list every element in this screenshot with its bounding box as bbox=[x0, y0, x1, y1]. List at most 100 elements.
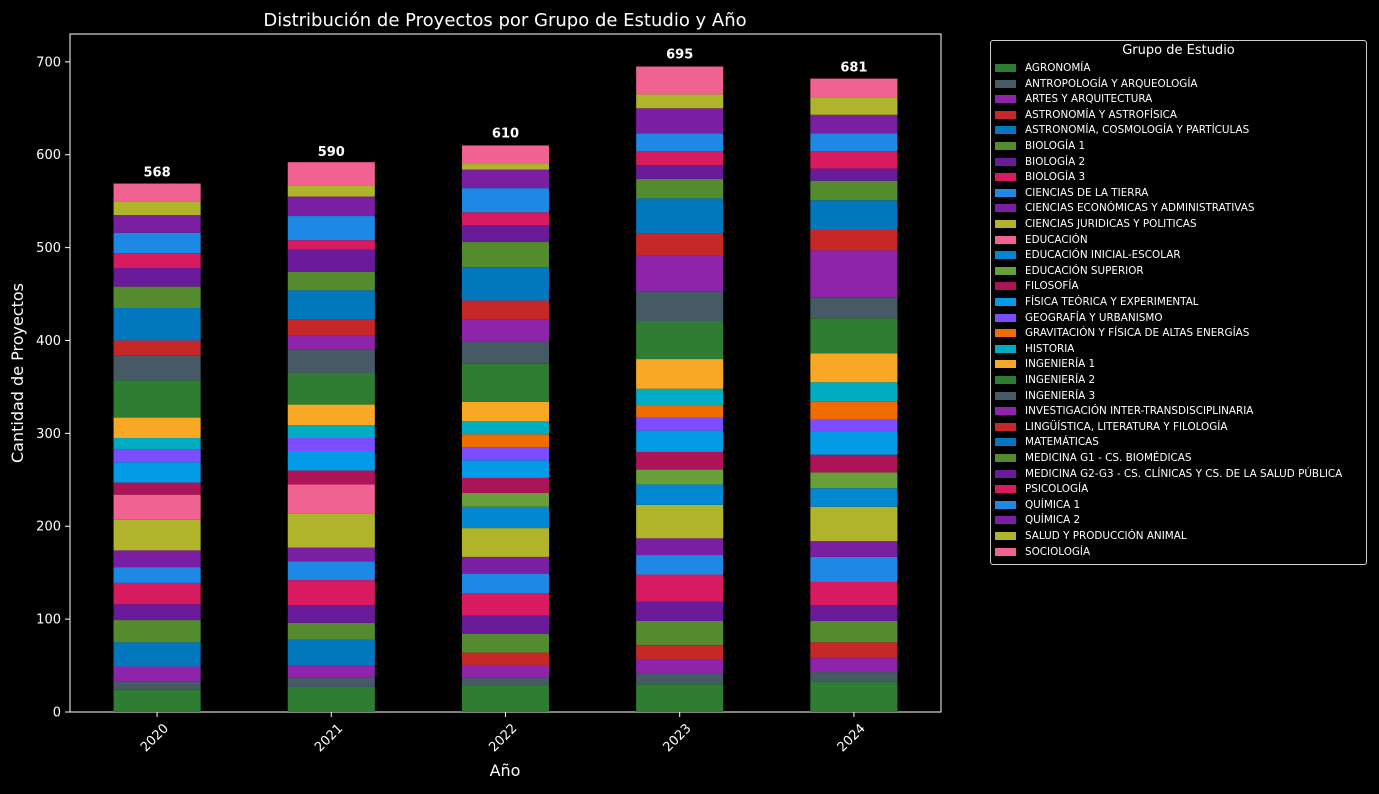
bar-segment bbox=[113, 380, 201, 418]
legend-swatch bbox=[995, 376, 1016, 384]
legend-label: BIOLOGÍA 2 bbox=[1025, 155, 1086, 168]
bar-segment bbox=[287, 639, 375, 666]
bar-segment bbox=[287, 513, 375, 548]
bar-segment bbox=[287, 249, 375, 272]
bar-segment bbox=[810, 114, 898, 134]
bar-total-label: 590 bbox=[318, 145, 345, 160]
bar-segment bbox=[113, 355, 201, 381]
bar-segment bbox=[461, 528, 550, 557]
bar-segment bbox=[461, 363, 550, 402]
bar-segment bbox=[113, 201, 201, 216]
legend-label: EDUCACIÓN INICIAL-ESCOLAR bbox=[1025, 249, 1181, 262]
bar-segment bbox=[461, 242, 550, 268]
legend-swatch bbox=[995, 95, 1016, 104]
bar-segment bbox=[113, 183, 201, 202]
bar-segment bbox=[113, 666, 201, 682]
bar-segment bbox=[113, 340, 201, 356]
bar-segment bbox=[287, 240, 375, 250]
x-tick-label: 2023 bbox=[661, 721, 695, 755]
bar-segment bbox=[636, 151, 724, 165]
bar-segment bbox=[461, 164, 550, 170]
legend-label: QUÍMICA 2 bbox=[1025, 514, 1081, 527]
bar-segment bbox=[636, 673, 724, 685]
bar-segment bbox=[461, 556, 550, 574]
bar-segment bbox=[810, 133, 898, 152]
bar-segment bbox=[810, 541, 898, 557]
bar-segment bbox=[636, 469, 724, 485]
bar-segment bbox=[636, 359, 724, 389]
bar-segment bbox=[810, 250, 898, 298]
legend-swatch bbox=[995, 173, 1016, 182]
bar-segment bbox=[461, 447, 550, 461]
legend-label: GEOGRAFÍA Y URBANISMO bbox=[1025, 311, 1163, 324]
bar-segment bbox=[810, 431, 898, 455]
x-axis-label: Año bbox=[490, 761, 521, 780]
bar-segment bbox=[636, 320, 724, 360]
bar-segment bbox=[636, 178, 724, 199]
bar-segment bbox=[287, 425, 375, 439]
bar-segment bbox=[636, 164, 724, 179]
legend-label: INGENIERÍA 1 bbox=[1025, 358, 1096, 371]
legend-label: FÍSICA TEÓRICA Y EXPERIMENTAL bbox=[1025, 296, 1199, 308]
bar-segment bbox=[636, 417, 724, 431]
legend-swatch bbox=[995, 485, 1016, 494]
legend-swatch bbox=[995, 422, 1016, 431]
bar-segment bbox=[810, 382, 898, 402]
bar-segment bbox=[810, 642, 898, 659]
x-tick-label: 2021 bbox=[312, 721, 346, 755]
bar-segment bbox=[636, 684, 724, 712]
legend: Grupo de Estudio AGRONOMÍA ANTROPOLOGÍA Y… bbox=[990, 40, 1367, 565]
bar-segment bbox=[113, 604, 201, 621]
legend-swatch bbox=[995, 157, 1016, 166]
bar-segment bbox=[636, 108, 724, 134]
bar-segment bbox=[113, 449, 201, 463]
bar-segment bbox=[461, 401, 550, 422]
bar-segment bbox=[810, 472, 898, 489]
legend-swatch bbox=[995, 64, 1016, 72]
bar-segment bbox=[461, 169, 550, 189]
bar-total-label: 695 bbox=[666, 48, 693, 63]
bar-segment bbox=[287, 319, 375, 336]
bar-segment bbox=[287, 686, 375, 712]
bar-segment bbox=[810, 297, 898, 319]
legend-swatch bbox=[995, 344, 1016, 353]
bar-segment bbox=[636, 430, 724, 452]
legend-label: INVESTIGACIÓN INTER-TRANSDISCIPLINARIA bbox=[1025, 405, 1254, 418]
bar-segment bbox=[636, 484, 724, 505]
legend-swatch bbox=[995, 110, 1016, 119]
bar-segment bbox=[810, 78, 898, 98]
bar-segment bbox=[810, 168, 898, 181]
bar-segment bbox=[636, 66, 724, 95]
legend-label: ARTES Y ARQUITECTURA bbox=[1025, 93, 1153, 106]
bar-segment bbox=[810, 681, 898, 712]
bar-segment bbox=[287, 271, 375, 291]
bar-segment bbox=[287, 290, 375, 320]
bar-segment bbox=[810, 97, 898, 115]
bar-segment bbox=[461, 633, 550, 653]
bar-segment bbox=[810, 581, 898, 606]
bar-segment bbox=[810, 353, 898, 383]
legend-swatch bbox=[995, 469, 1016, 478]
legend-label: MEDICINA G1 - CS. BIOMÉDICAS bbox=[1025, 452, 1192, 464]
bar-segment bbox=[287, 404, 375, 426]
bar-segment bbox=[113, 482, 201, 495]
legend-title: Grupo de Estudio bbox=[1122, 43, 1235, 58]
bar-total-label: 610 bbox=[492, 126, 519, 141]
bar-segment bbox=[287, 438, 375, 452]
legend-swatch bbox=[995, 188, 1016, 197]
bar-segment bbox=[461, 677, 550, 686]
bar-segment bbox=[636, 451, 724, 470]
bar-segment bbox=[113, 253, 201, 269]
legend-label: EDUCACIÓN bbox=[1025, 233, 1088, 246]
x-tick-label: 2020 bbox=[138, 721, 172, 755]
bar-segment bbox=[287, 349, 375, 373]
bar-segment bbox=[636, 555, 724, 575]
bar-segment bbox=[461, 434, 550, 448]
bar-segment bbox=[810, 506, 898, 542]
bar-segment bbox=[113, 438, 201, 450]
bar-segment bbox=[636, 601, 724, 621]
legend-swatch bbox=[995, 438, 1016, 447]
bar-segment bbox=[287, 162, 375, 186]
bar-segment bbox=[113, 232, 201, 254]
